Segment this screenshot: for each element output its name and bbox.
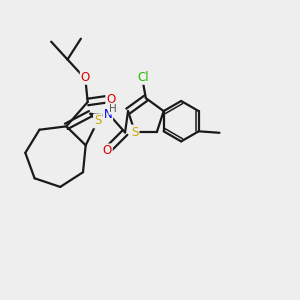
Text: Cl: Cl bbox=[137, 71, 149, 84]
Text: O: O bbox=[81, 71, 90, 84]
Text: N: N bbox=[103, 108, 112, 121]
Text: S: S bbox=[131, 125, 139, 139]
Text: S: S bbox=[94, 115, 101, 128]
Text: H: H bbox=[109, 104, 117, 114]
Text: O: O bbox=[106, 92, 116, 106]
Text: O: O bbox=[103, 144, 112, 158]
